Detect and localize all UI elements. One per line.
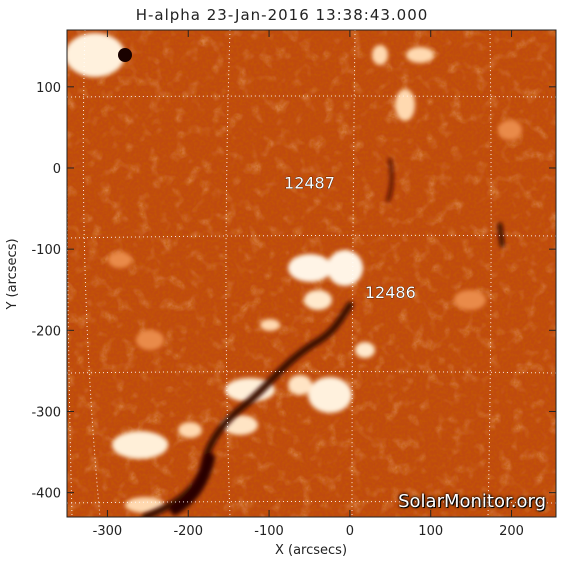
y-tick-label: 100 <box>36 81 61 96</box>
active-region-label: 12487 <box>284 173 335 192</box>
x-tick-label: 0 <box>346 524 354 539</box>
active-region-label: 12486 <box>365 283 416 302</box>
solarmonitor-watermark: SolarMonitor.org <box>398 491 546 512</box>
x-tick-label: 200 <box>499 524 524 539</box>
y-tick-label: -200 <box>31 324 61 339</box>
x-tick-label: -300 <box>93 524 123 539</box>
plot-frame <box>66 29 557 518</box>
sunspot <box>118 48 132 62</box>
x-axis-ticks: -300 -200 -100 0 100 200 <box>93 30 524 539</box>
y-tick-label: 0 <box>53 162 61 177</box>
image-title: H-alpha 23-Jan-2016 13:38:43.000 <box>135 6 429 24</box>
coordinate-grid <box>67 30 556 517</box>
y-tick-label: -400 <box>31 487 61 502</box>
solar-disk-image <box>67 30 556 517</box>
y-axis-ticks: 100 0 -100 -200 -300 -400 <box>31 81 556 502</box>
x-axis-label: X (arcsecs) <box>275 543 347 558</box>
y-axis-label: Y (arcsecs) <box>5 238 20 310</box>
y-tick-label: -300 <box>31 405 61 420</box>
x-tick-label: -100 <box>254 524 284 539</box>
y-tick-label: -100 <box>31 243 61 258</box>
active-region-labels: 12487 12486 <box>284 173 416 302</box>
x-tick-label: -200 <box>173 524 203 539</box>
x-tick-label: 100 <box>418 524 443 539</box>
dark-filament <box>141 158 505 517</box>
